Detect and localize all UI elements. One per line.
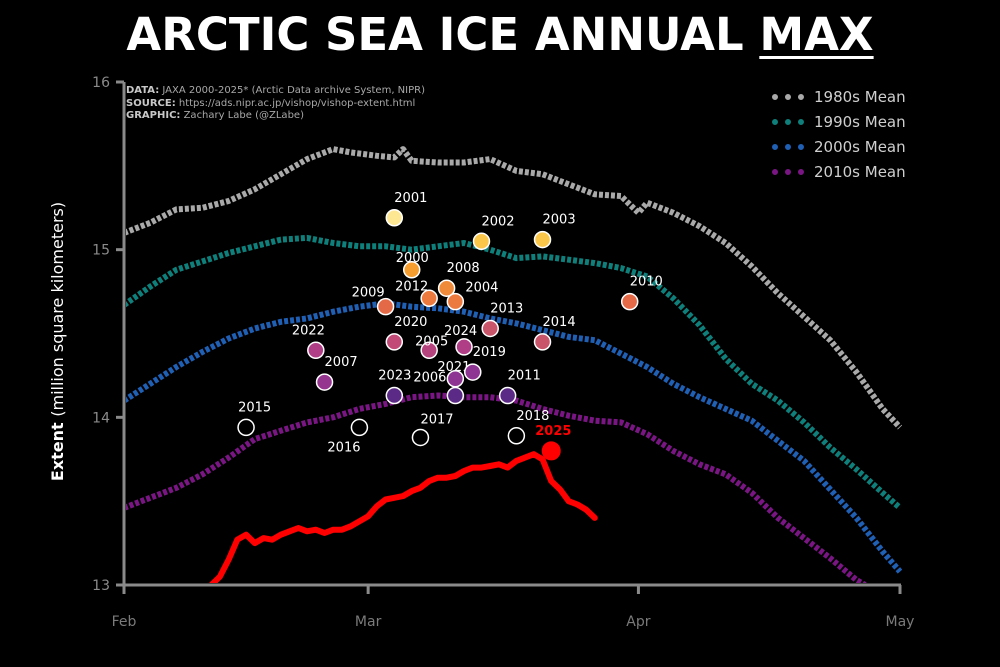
max-point-label-2009: 2009 (352, 286, 385, 301)
credit-data-label: DATA: (126, 85, 160, 96)
x-tick-label: Apr (626, 614, 650, 630)
series-line-1990s-mean (126, 234, 902, 511)
max-point-label-2022: 2022 (292, 323, 325, 338)
max-point-2011 (498, 386, 517, 405)
max-point-2014 (533, 333, 552, 351)
legend-label-2010s: 2010s Mean (814, 162, 906, 181)
credit-data-text: JAXA 2000-2025* (Arctic Data archive Sys… (159, 85, 425, 96)
series-line-2000s-mean (126, 300, 902, 574)
chart-title-wrap: ARCTIC SEA ICE ANNUAL MAX (0, 8, 1000, 61)
series-line-2025 (208, 451, 598, 583)
max-point-label-2001: 2001 (394, 191, 427, 206)
max-point-label-2023: 2023 (378, 369, 411, 384)
x-tick-label: Mar (355, 614, 382, 630)
max-point-label-2012: 2012 (395, 279, 428, 294)
max-point-label-2000: 2000 (396, 251, 429, 266)
max-point-2016 (350, 418, 369, 437)
legend-item-2010s: 2010s Mean (772, 159, 906, 184)
credits-block: DATA: JAXA 2000-2025* (Arctic Data archi… (126, 85, 425, 123)
max-point-label-2019: 2019 (473, 345, 506, 360)
max-point-2000 (402, 261, 421, 279)
max-point-label-2004: 2004 (465, 281, 498, 296)
max-point-2022 (307, 341, 325, 360)
y-axis-label: Extent (million square kilometers) (48, 202, 67, 481)
credit-graphic-text: Zachary Labe (@ZLabe) (180, 110, 304, 121)
max-point-label-2002: 2002 (481, 214, 514, 229)
y-axis-label-main: Extent (48, 417, 67, 481)
max-point-2009 (376, 297, 395, 316)
max-point-label-2014: 2014 (543, 315, 576, 330)
legend-label-2000s: 2000s Mean (814, 137, 906, 156)
max-point-label-2016: 2016 (327, 440, 360, 455)
series-line-1980s-mean (126, 146, 902, 430)
chart-title: ARCTIC SEA ICE ANNUAL MAX (126, 8, 873, 61)
legend-swatch-2010s (772, 168, 804, 175)
max-point-label-2017: 2017 (420, 412, 453, 427)
credit-data: DATA: JAXA 2000-2025* (Arctic Data archi… (126, 85, 425, 98)
credit-graphic-label: GRAPHIC: (126, 110, 181, 121)
max-point-label-2006: 2006 (413, 371, 446, 386)
max-point-label-2007: 2007 (325, 355, 358, 370)
max-point-label-2020: 2020 (394, 315, 427, 330)
max-point-2010 (620, 292, 639, 311)
max-point-2025 (541, 441, 561, 461)
credit-graphic: GRAPHIC: Zachary Labe (@ZLabe) (126, 110, 425, 123)
max-point-2005 (420, 341, 438, 360)
legend-label-1990s: 1990s Mean (814, 112, 906, 131)
max-point-2021 (446, 370, 465, 388)
max-point-2003 (533, 230, 552, 249)
legend-item-1990s: 1990s Mean (772, 109, 906, 134)
max-point-2023 (385, 386, 404, 405)
max-point-label-2005: 2005 (415, 334, 448, 349)
max-point-2012 (420, 289, 438, 308)
max-point-2018 (507, 427, 526, 445)
legend-item-1980s: 1980s Mean (772, 84, 906, 109)
max-point-2007 (315, 373, 334, 391)
series-line-2010s-mean (126, 392, 867, 583)
legend-label-1980s: 1980s Mean (814, 87, 906, 106)
max-point-2020 (385, 333, 404, 351)
max-point-label-2021: 2021 (437, 360, 470, 375)
max-point-2019 (464, 363, 482, 381)
max-point-2017 (411, 428, 430, 447)
max-point-label-2024: 2024 (444, 324, 477, 339)
credit-source-text: https://ads.nipr.ac.jp/vishop/vishop-ext… (175, 97, 416, 109)
max-point-label-2010: 2010 (630, 275, 663, 290)
max-point-label-2015: 2015 (238, 400, 271, 415)
credit-source: SOURCE: https://ads.nipr.ac.jp/vishop/vi… (126, 98, 425, 111)
max-point-2001 (385, 209, 404, 227)
x-tick-label: May (886, 614, 915, 630)
max-point-2015 (237, 418, 255, 437)
legend-swatch-1990s (772, 118, 804, 125)
x-tick-label: Feb (112, 614, 137, 630)
chart-legend: 1980s Mean 1990s Mean 2000s Mean 2010s M… (772, 84, 906, 184)
max-point-2004 (446, 292, 465, 311)
chart-title-emphasis: MAX (759, 8, 874, 61)
max-point-label-2011: 2011 (508, 369, 541, 384)
max-point-2013 (481, 319, 499, 338)
plot-area (126, 146, 902, 583)
credit-source-label: SOURCE: (126, 97, 176, 109)
max-point-label-2025: 2025 (535, 424, 571, 439)
chart-title-prefix: ARCTIC SEA ICE ANNUAL (126, 8, 760, 61)
y-tick-label: 13 (92, 578, 110, 594)
y-tick-label: 14 (92, 410, 110, 426)
max-point-label-2003: 2003 (543, 213, 576, 228)
max-point-2002 (472, 232, 491, 251)
max-point-2008 (437, 279, 456, 297)
y-tick-label: 16 (92, 75, 110, 91)
max-point-2024 (455, 338, 473, 356)
legend-swatch-2000s (772, 143, 804, 150)
y-tick-label: 15 (92, 243, 110, 259)
y-axis-label-units: (million square kilometers) (48, 202, 67, 417)
max-point-2006 (446, 386, 465, 405)
max-point-label-2018: 2018 (516, 409, 549, 424)
max-point-label-2008: 2008 (447, 261, 480, 276)
max-point-label-2013: 2013 (490, 301, 523, 316)
legend-item-2000s: 2000s Mean (772, 134, 906, 159)
legend-swatch-1980s (772, 93, 804, 100)
